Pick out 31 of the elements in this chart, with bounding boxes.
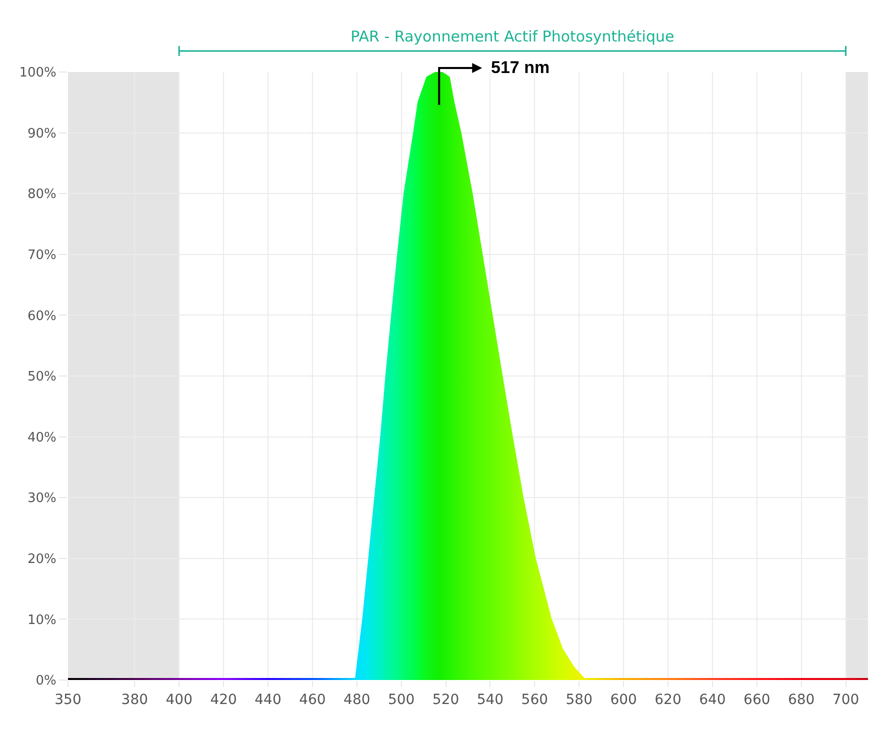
x-tick-label: 660: [744, 692, 770, 708]
x-tick-label: 500: [388, 692, 415, 708]
x-tick-label: 400: [166, 692, 192, 708]
x-tick-label: 380: [121, 692, 148, 708]
y-tick-label: 50%: [27, 370, 56, 385]
x-tick-label: 350: [54, 692, 82, 708]
chart-title: PAR - Rayonnement Actif Photosynthétique: [350, 27, 674, 46]
x-tick-label: 600: [610, 692, 637, 708]
annotation: 517 nm: [491, 58, 550, 77]
y-tick-label: 30%: [27, 491, 56, 506]
x-tick-label: 640: [699, 692, 726, 708]
x-tick-label: 700: [832, 692, 860, 708]
y-tick-label: 20%: [27, 552, 56, 567]
y-tick-label: 100%: [19, 66, 56, 81]
y-tick-label: 70%: [27, 248, 56, 263]
x-tick-label: 680: [788, 692, 815, 708]
x-tick-label: 480: [344, 692, 370, 708]
x-tick-label: 580: [566, 692, 592, 708]
x-tick-label: 520: [432, 692, 460, 708]
x-tick-label: 440: [254, 692, 282, 708]
y-tick-label: 0%: [36, 674, 56, 689]
x-tick-label: 420: [210, 692, 237, 708]
y-tick-label: 40%: [27, 430, 56, 446]
x-tick-label: 620: [654, 692, 682, 708]
x-tick-label: 540: [476, 692, 504, 708]
y-tick-label: 90%: [27, 126, 56, 142]
x-tick-label: 460: [299, 692, 326, 708]
x-tick-label: 560: [521, 692, 548, 708]
y-tick-label: 10%: [27, 612, 56, 628]
y-tick-label: 60%: [27, 308, 56, 324]
y-tick-label: 80%: [27, 187, 56, 202]
